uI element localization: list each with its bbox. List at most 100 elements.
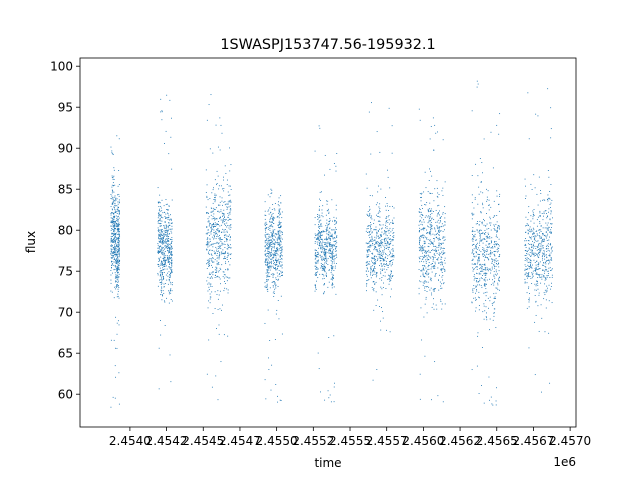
data-point — [494, 230, 496, 231]
data-point — [164, 242, 166, 244]
data-point — [534, 289, 536, 291]
data-point — [329, 227, 331, 229]
data-point — [170, 248, 172, 250]
data-point — [477, 221, 479, 222]
data-point — [495, 260, 497, 262]
data-point — [426, 259, 428, 261]
data-point — [161, 273, 163, 275]
data-point — [438, 289, 440, 291]
data-point — [206, 243, 208, 245]
data-point — [545, 245, 547, 247]
data-point — [419, 238, 421, 240]
data-point — [529, 254, 530, 256]
data-point — [225, 172, 227, 174]
data-point — [379, 203, 381, 205]
data-point — [214, 253, 215, 255]
data-point — [116, 225, 118, 227]
data-point — [372, 258, 374, 260]
data-point — [479, 254, 481, 256]
data-point — [330, 247, 332, 249]
data-point — [164, 268, 166, 270]
data-point — [118, 224, 120, 226]
data-point — [332, 238, 334, 240]
data-point — [379, 250, 381, 252]
data-point — [265, 227, 267, 229]
data-point — [214, 217, 216, 219]
data-point — [494, 280, 496, 282]
data-point — [116, 285, 117, 287]
data-point — [114, 244, 115, 246]
data-point — [370, 226, 371, 228]
data-point — [267, 290, 269, 292]
data-point — [427, 239, 429, 241]
data-point — [267, 226, 269, 228]
data-point — [114, 220, 115, 222]
data-point — [475, 286, 477, 288]
data-point — [227, 235, 229, 237]
data-point — [213, 226, 214, 228]
data-point — [331, 258, 333, 260]
data-point — [161, 229, 163, 231]
data-point — [213, 226, 215, 227]
data-point — [210, 214, 212, 216]
data-point — [498, 244, 499, 245]
data-point — [165, 217, 167, 219]
data-point — [384, 275, 386, 277]
data-point — [494, 261, 496, 263]
data-point — [442, 242, 444, 244]
data-point — [443, 266, 445, 268]
data-point — [546, 235, 548, 237]
data-point — [540, 225, 542, 227]
data-point — [112, 256, 114, 258]
data-point — [276, 309, 278, 311]
data-point — [277, 216, 278, 218]
data-point — [161, 238, 163, 240]
data-point — [539, 250, 541, 252]
data-point — [278, 234, 280, 236]
data-point — [318, 240, 320, 242]
data-point — [380, 224, 382, 226]
data-point — [388, 247, 390, 248]
data-point — [379, 251, 381, 253]
data-point — [381, 307, 382, 309]
data-point — [543, 211, 545, 213]
data-point — [319, 225, 321, 227]
data-point — [116, 135, 118, 137]
data-point — [493, 301, 495, 303]
data-point — [117, 185, 119, 187]
data-point — [324, 256, 326, 258]
data-point — [220, 251, 222, 253]
data-point — [264, 255, 266, 256]
data-point — [479, 233, 481, 235]
data-point — [163, 261, 165, 263]
data-point — [378, 211, 380, 213]
data-point — [215, 274, 216, 276]
data-point — [524, 255, 526, 257]
data-point — [272, 213, 274, 214]
data-point — [440, 216, 442, 218]
data-point — [488, 258, 489, 260]
data-point — [477, 281, 479, 283]
data-point — [495, 400, 497, 402]
data-point — [419, 250, 421, 252]
data-point — [377, 235, 379, 237]
data-point — [333, 236, 335, 238]
data-point — [487, 232, 489, 234]
data-point — [498, 277, 500, 279]
data-point — [113, 196, 115, 198]
data-point — [424, 246, 426, 248]
data-point — [278, 261, 280, 263]
data-point — [373, 270, 375, 271]
data-point — [319, 232, 321, 234]
data-point — [486, 272, 488, 274]
data-point — [478, 393, 480, 394]
data-point — [381, 257, 383, 259]
data-point — [382, 258, 384, 260]
data-point — [381, 244, 383, 246]
data-point — [209, 240, 211, 242]
data-point — [113, 226, 115, 228]
data-point — [115, 249, 117, 251]
data-point — [370, 224, 372, 226]
data-point — [222, 271, 224, 273]
data-point — [440, 269, 442, 271]
